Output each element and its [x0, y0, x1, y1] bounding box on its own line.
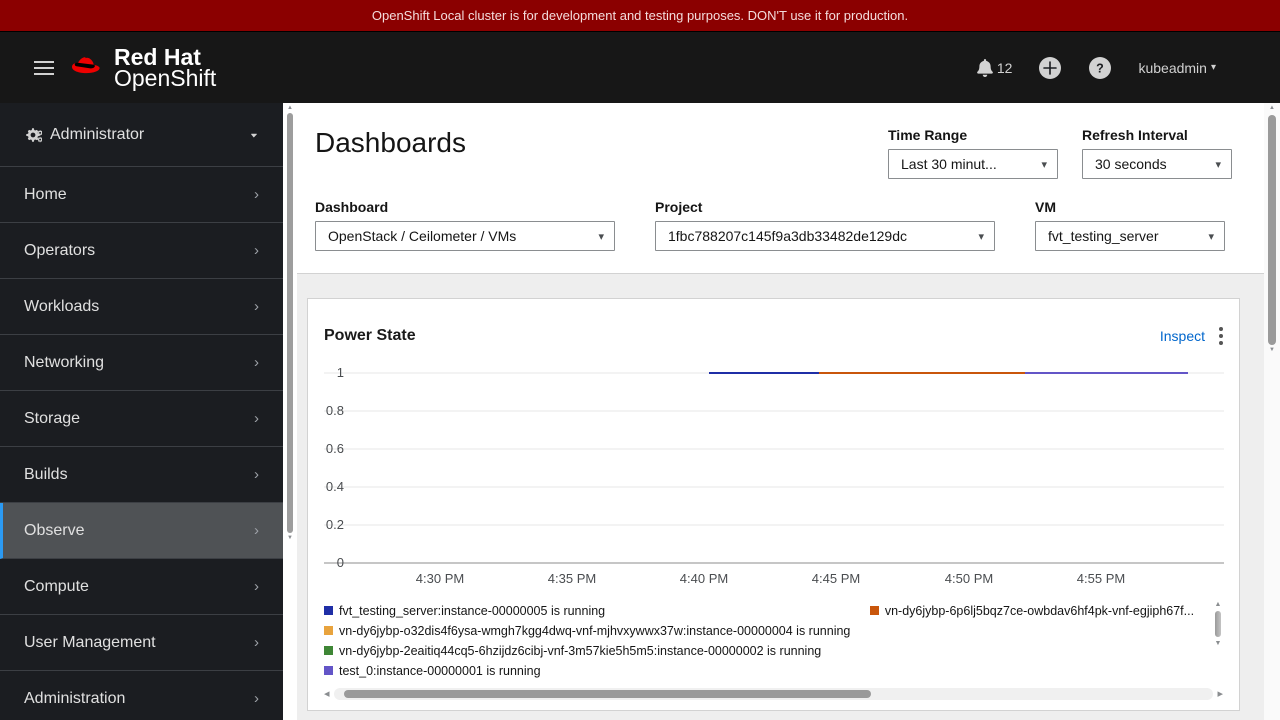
svg-text:4:30 PM: 4:30 PM — [416, 571, 464, 586]
svg-text:0.6: 0.6 — [326, 441, 344, 456]
svg-text:4:50 PM: 4:50 PM — [945, 571, 993, 586]
svg-text:4:40 PM: 4:40 PM — [680, 571, 728, 586]
svg-text:4:45 PM: 4:45 PM — [812, 571, 860, 586]
svg-text:0.2: 0.2 — [326, 517, 344, 532]
svg-text:4:35 PM: 4:35 PM — [548, 571, 596, 586]
svg-text:0.4: 0.4 — [326, 479, 344, 494]
svg-text:?: ? — [1097, 61, 1105, 75]
svg-text:4:55 PM: 4:55 PM — [1077, 571, 1125, 586]
svg-text:1: 1 — [337, 365, 344, 380]
svg-text:0: 0 — [337, 555, 344, 570]
svg-text:0.8: 0.8 — [326, 403, 344, 418]
